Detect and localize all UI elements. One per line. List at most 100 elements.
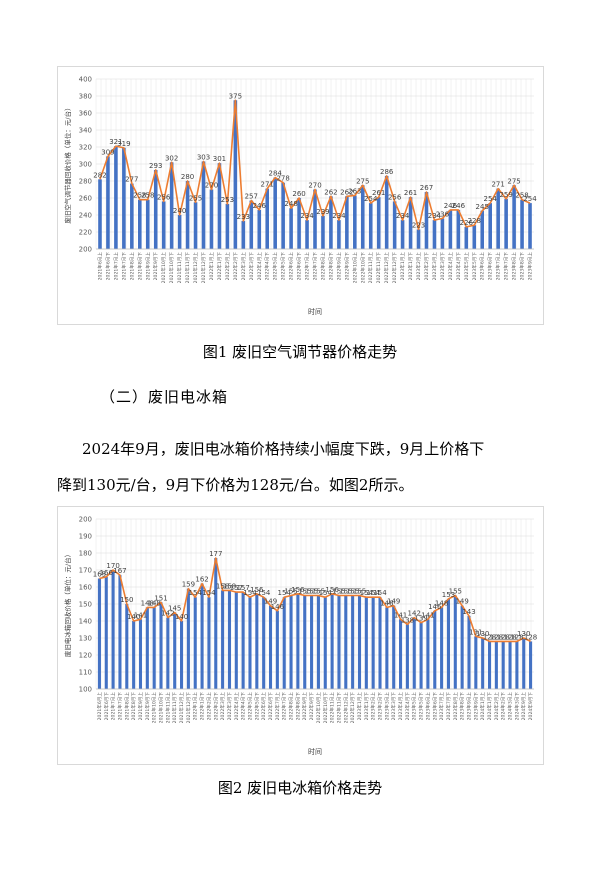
x-tick-label: 2021年11月下 [171, 692, 178, 724]
x-tick-label: 2023年3月上 [431, 252, 438, 281]
bar [378, 597, 382, 689]
data-label: 155 [332, 588, 345, 596]
data-label: 157 [236, 584, 249, 592]
x-tick-label: 2023年8月下 [459, 692, 466, 721]
data-label: 258 [133, 192, 146, 200]
x-tick-label: 2021年12月上 [192, 252, 199, 284]
x-tick-label: 2021年7月下 [116, 692, 123, 721]
bar [257, 209, 262, 249]
x-tick-label: 2023年5月下 [418, 692, 425, 721]
data-label: 155 [449, 588, 462, 596]
x-tick-label: 2023年9月下 [472, 692, 479, 721]
bar [424, 192, 429, 249]
data-label: 148 [147, 599, 160, 607]
x-tick-label: 2023年4月上 [397, 692, 404, 721]
data-label: 233 [237, 213, 250, 221]
data-label: 156 [250, 586, 264, 594]
data-label: 254 [484, 195, 498, 203]
data-label: 275 [507, 177, 520, 185]
bar [329, 196, 333, 249]
x-tick-label: 2022年2月下 [212, 692, 219, 721]
y-tick-label: 400 [79, 76, 92, 84]
x-tick-label: 2023年4月下 [404, 692, 411, 721]
data-label: 162 [195, 576, 208, 584]
bar [515, 641, 519, 689]
data-label: 253 [221, 196, 234, 204]
bar [426, 619, 430, 689]
bar [233, 100, 238, 249]
bar [217, 163, 222, 249]
bar [412, 617, 416, 689]
bar [130, 183, 134, 249]
x-tick-label: 2022年5月下 [253, 692, 260, 721]
data-label: 140 [175, 613, 188, 621]
data-label: 234 [332, 212, 346, 220]
x-tick-label: 2023年9月上 [527, 252, 534, 281]
bar [200, 583, 204, 689]
x-tick-label: 2024年1月下 [486, 692, 493, 721]
bar [464, 226, 469, 249]
bar [106, 156, 110, 249]
bar [344, 595, 348, 689]
bar [268, 605, 273, 689]
bar [97, 578, 101, 689]
x-tick-label: 2022年7月下 [281, 692, 288, 721]
data-label: 154 [202, 589, 216, 597]
x-tick-label: 2024年3月下 [513, 692, 520, 721]
y-tick-label: 300 [79, 161, 92, 169]
x-tick-label: 2021年6月上 [96, 692, 103, 721]
data-label: 158 [223, 582, 236, 590]
bar [408, 197, 413, 249]
x-tick-label: 2023年7月上 [438, 692, 445, 721]
data-label: 128 [483, 633, 496, 641]
data-label: 154 [319, 589, 333, 597]
x-tick-label: 2021年10月下 [168, 252, 175, 284]
data-label: 157 [230, 584, 243, 592]
x-tick-label: 2022年8月上 [319, 252, 326, 281]
data-labels: 2823093213192772582582932563022402802553… [93, 92, 537, 229]
data-label: 177 [209, 550, 222, 558]
bar [173, 612, 177, 689]
y-axis-label: 废旧空气调节器回收价格（单位：元/台） [63, 104, 72, 223]
x-tick-label: 2023年9月上 [465, 692, 472, 721]
data-label: 280 [181, 173, 194, 181]
x-tick-label: 2021年10月上 [160, 252, 167, 284]
data-label: 375 [229, 92, 242, 100]
data-label: 156 [325, 586, 339, 594]
x-tick-label: 2023年2月上 [415, 252, 422, 281]
bar [416, 229, 421, 249]
bar [494, 641, 498, 689]
bar [98, 179, 102, 249]
y-tick-label: 140 [79, 618, 92, 626]
bar [337, 595, 341, 689]
data-label: 158 [216, 582, 229, 590]
x-tick-label: 2023年1月下 [407, 252, 414, 281]
bar [153, 169, 158, 249]
x-tick-label: 2022年5月上 [246, 692, 253, 721]
bar [138, 619, 143, 689]
data-label: 255 [189, 194, 202, 202]
bar [504, 198, 508, 249]
x-tick-label: 2022年12月下 [349, 692, 356, 724]
x-tick-label: 2022年3月上 [219, 692, 226, 721]
chart-air-conditioner: 200 220 240 260 280 300 320 340 360 380 400 废旧空气调节器… [57, 66, 544, 325]
data-label: 138 [401, 616, 414, 624]
data-label: 146 [271, 603, 285, 611]
data-label: 271 [491, 181, 504, 189]
bar [177, 215, 182, 249]
grid [95, 78, 534, 250]
bars [98, 100, 532, 249]
data-label: 257 [245, 193, 258, 201]
data-label: 240 [173, 207, 186, 215]
x-tick-label: 2022年4月上 [256, 252, 263, 281]
x-tick-label: 2022年6月上 [260, 692, 267, 721]
data-label: 131 [469, 628, 482, 636]
x-tick-label: 2023年6月上 [424, 692, 431, 721]
data-label: 154 [360, 589, 374, 597]
x-tick-label: 2022年12月上 [342, 692, 349, 724]
bar [345, 196, 349, 249]
x-tick-label: 2021年7月上 [110, 692, 117, 721]
data-label: 154 [189, 589, 203, 597]
bar [305, 220, 309, 249]
bar [357, 595, 362, 689]
